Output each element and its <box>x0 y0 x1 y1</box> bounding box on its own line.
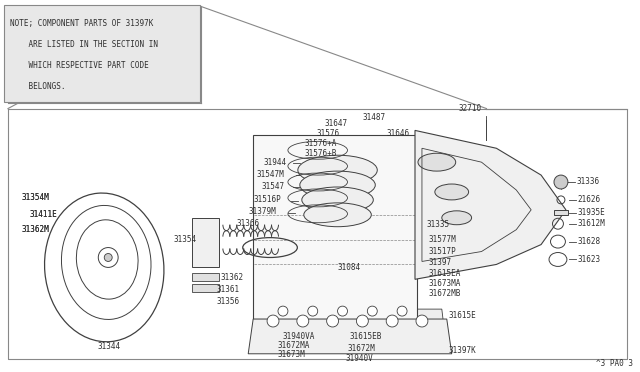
Text: 31615E: 31615E <box>449 311 477 320</box>
Text: 21626: 21626 <box>578 195 601 204</box>
Circle shape <box>367 306 377 316</box>
Text: 31576+A: 31576+A <box>305 139 337 148</box>
Text: 31547: 31547 <box>261 182 284 190</box>
Text: 31647: 31647 <box>324 119 348 128</box>
Text: 31354M: 31354M <box>22 193 49 202</box>
Circle shape <box>267 315 279 327</box>
Text: 31623: 31623 <box>578 255 601 264</box>
Ellipse shape <box>76 220 138 299</box>
Circle shape <box>337 306 348 316</box>
Text: 31615EA: 31615EA <box>429 269 461 278</box>
Ellipse shape <box>304 203 371 227</box>
Text: ARE LISTED IN THE SECTION IN: ARE LISTED IN THE SECTION IN <box>10 40 158 49</box>
Text: 31411E: 31411E <box>30 210 58 219</box>
FancyBboxPatch shape <box>4 5 200 102</box>
Ellipse shape <box>61 205 151 320</box>
Text: 31944: 31944 <box>263 158 286 167</box>
Text: 31577M: 31577M <box>429 235 457 244</box>
Polygon shape <box>253 135 417 319</box>
Text: 31335: 31335 <box>427 220 450 229</box>
Ellipse shape <box>442 211 472 225</box>
Text: 31354: 31354 <box>173 235 197 244</box>
Polygon shape <box>253 309 445 334</box>
Text: 31547M: 31547M <box>256 170 284 179</box>
Circle shape <box>278 306 288 316</box>
Text: 31397: 31397 <box>429 258 452 267</box>
Text: ^3 PA0 3: ^3 PA0 3 <box>596 359 633 368</box>
Text: 31612M: 31612M <box>578 219 605 228</box>
Circle shape <box>356 315 369 327</box>
Circle shape <box>554 175 568 189</box>
Text: 31628: 31628 <box>578 237 601 246</box>
Text: 31940VA: 31940VA <box>283 333 316 341</box>
Text: 31673MA: 31673MA <box>429 279 461 288</box>
Circle shape <box>386 315 398 327</box>
Text: 31397K: 31397K <box>449 346 477 355</box>
Ellipse shape <box>300 171 375 199</box>
Text: 31336: 31336 <box>577 177 600 186</box>
Text: 31576: 31576 <box>317 129 340 138</box>
Circle shape <box>104 253 112 262</box>
Circle shape <box>297 315 308 327</box>
Text: 31935E: 31935E <box>578 208 605 217</box>
Text: 31646: 31646 <box>386 129 410 138</box>
Ellipse shape <box>45 193 164 342</box>
Text: 31354M: 31354M <box>22 193 49 202</box>
Circle shape <box>397 306 407 316</box>
Text: 31084: 31084 <box>337 263 361 272</box>
Text: 31411E: 31411E <box>30 210 58 219</box>
Text: 31362M: 31362M <box>22 225 49 234</box>
Text: 31362M: 31362M <box>22 225 49 234</box>
Bar <box>191 218 220 267</box>
Ellipse shape <box>302 187 373 213</box>
Bar <box>191 284 220 292</box>
Text: 31361: 31361 <box>216 285 239 294</box>
Polygon shape <box>248 319 452 354</box>
Circle shape <box>416 315 428 327</box>
Text: NOTE; COMPONENT PARTS OF 31397K: NOTE; COMPONENT PARTS OF 31397K <box>10 19 154 28</box>
Circle shape <box>326 315 339 327</box>
Text: 31366: 31366 <box>236 219 259 228</box>
Bar <box>191 273 220 281</box>
Ellipse shape <box>418 153 456 171</box>
Text: 32710: 32710 <box>459 104 482 113</box>
Ellipse shape <box>298 155 377 185</box>
Text: 31517P: 31517P <box>429 247 457 256</box>
Text: 31615EB: 31615EB <box>349 333 382 341</box>
Text: 31672MB: 31672MB <box>429 289 461 298</box>
Text: 31487: 31487 <box>362 113 385 122</box>
Polygon shape <box>415 131 566 279</box>
Text: BELONGS.: BELONGS. <box>10 82 65 91</box>
Text: 31356: 31356 <box>216 296 239 306</box>
Text: 31516P: 31516P <box>253 195 281 204</box>
Text: 31362: 31362 <box>220 273 244 282</box>
Circle shape <box>308 306 317 316</box>
Text: 31940V: 31940V <box>346 354 373 363</box>
Text: 31576+B: 31576+B <box>305 149 337 158</box>
Text: 31672M: 31672M <box>348 344 375 353</box>
Circle shape <box>99 247 118 267</box>
Text: 31673M: 31673M <box>278 350 306 359</box>
Text: 31344: 31344 <box>97 342 120 351</box>
Ellipse shape <box>435 184 468 200</box>
Bar <box>554 210 568 215</box>
Text: 31379M: 31379M <box>248 207 276 216</box>
Text: WHICH RESPECTIVE PART CODE: WHICH RESPECTIVE PART CODE <box>10 61 148 70</box>
Text: 31672MA: 31672MA <box>278 341 310 350</box>
